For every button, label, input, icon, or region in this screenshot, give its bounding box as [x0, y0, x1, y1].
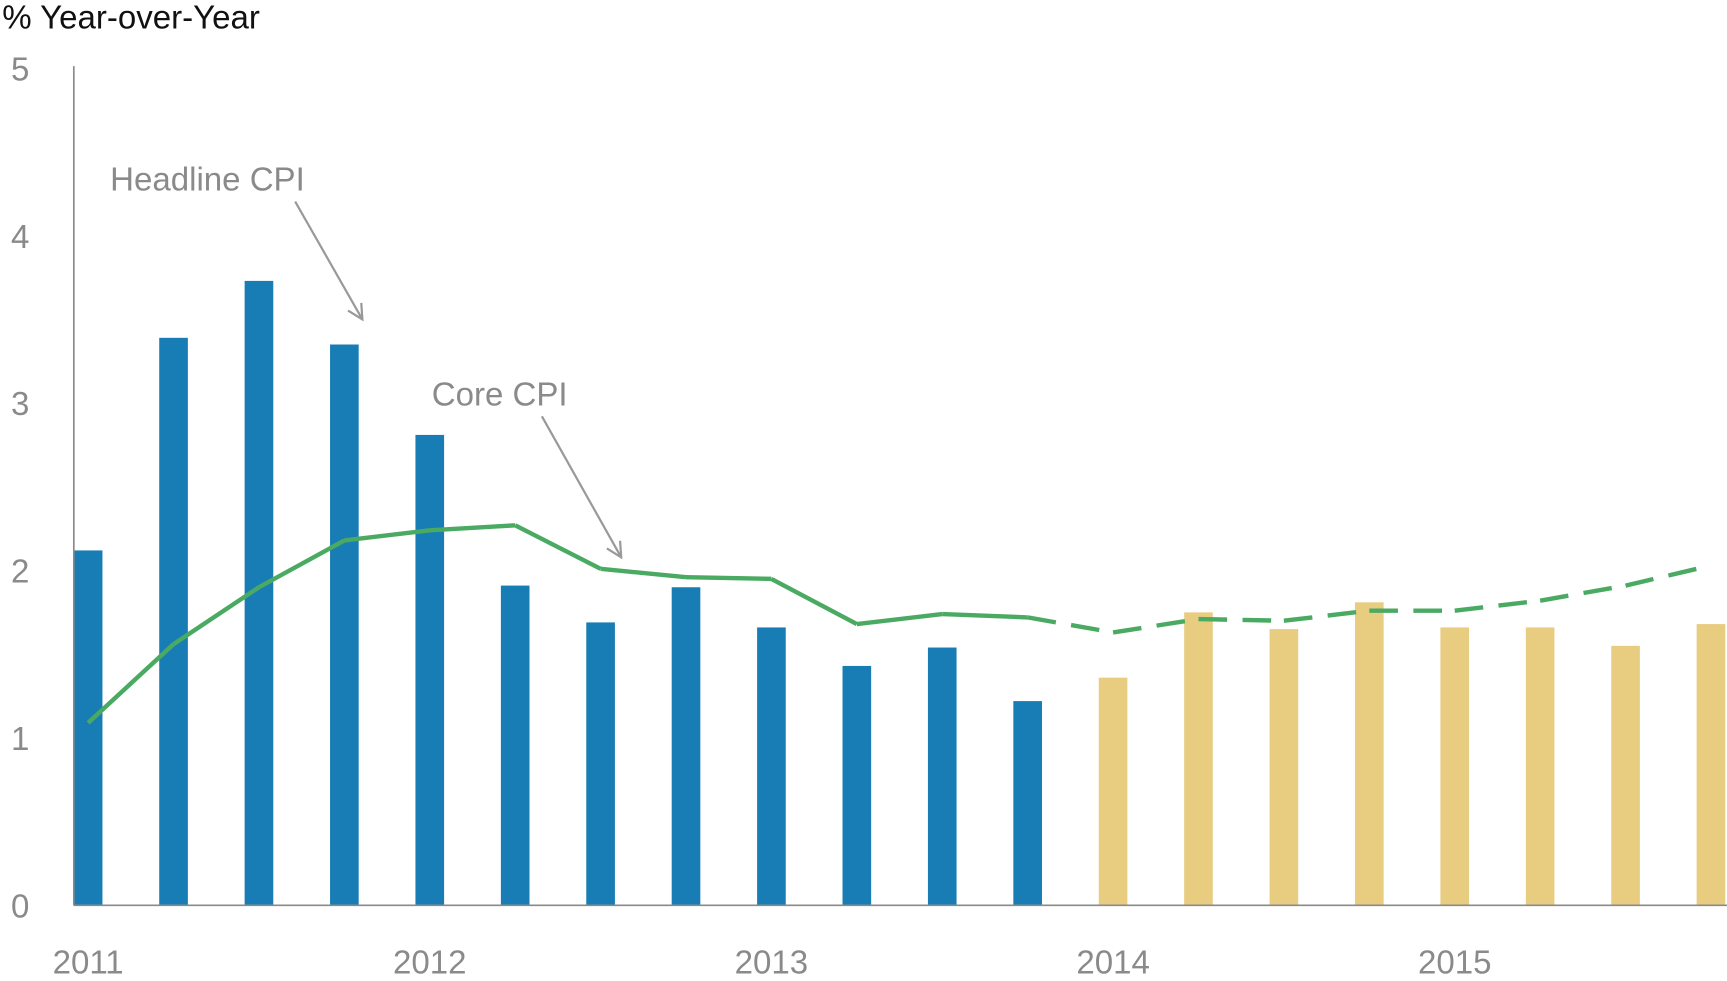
core-cpi-line — [1539, 583, 1626, 603]
y-tick-label: 2 — [11, 554, 29, 591]
core-cpi-line — [1454, 598, 1541, 613]
bar — [73, 550, 103, 906]
arrow-head — [606, 540, 623, 560]
y-tick-label: 4 — [11, 219, 29, 256]
y-tick-label: 3 — [11, 386, 29, 423]
bar — [1696, 624, 1726, 906]
x-tick-label: 2014 — [1076, 945, 1149, 981]
annotation: Headline CPI — [110, 162, 305, 199]
y-tick-label: 0 — [11, 888, 29, 925]
core-cpi-line — [1198, 616, 1284, 623]
core-cpi-line — [514, 523, 602, 571]
core-cpi-line — [770, 576, 858, 627]
bar — [1013, 701, 1042, 906]
core-cpi-line — [1625, 563, 1712, 588]
bar — [1098, 677, 1128, 906]
x-tick-label: 2012 — [393, 945, 466, 981]
bar — [1611, 645, 1640, 906]
core-cpi-line — [86, 642, 176, 725]
bar — [757, 627, 786, 906]
bar — [927, 647, 957, 906]
bar — [586, 622, 615, 906]
bar — [330, 344, 359, 906]
core-cpi-line — [1112, 616, 1199, 635]
core-cpi-line — [1027, 615, 1114, 635]
annotation: Core CPI — [432, 376, 568, 413]
x-tick-label: 2015 — [1418, 945, 1491, 981]
y-tick-label: 5 — [11, 51, 29, 88]
bar — [671, 587, 701, 906]
core-cpi-line — [856, 611, 943, 627]
core-cpi-line — [429, 523, 516, 533]
arrow-head — [347, 302, 364, 322]
bar — [159, 337, 188, 906]
bar — [415, 434, 445, 906]
y-tick-label: 1 — [11, 721, 29, 758]
bar — [1440, 627, 1470, 906]
x-tick-label: 2011 — [53, 945, 124, 981]
core-cpi-line — [172, 585, 261, 647]
arrow — [294, 201, 364, 320]
x-tick-label: 2013 — [735, 945, 808, 981]
core-cpi-line — [1283, 608, 1370, 623]
bar — [1269, 629, 1299, 906]
bar — [1525, 627, 1555, 906]
core-cpi-line — [942, 611, 1028, 620]
bar — [842, 665, 872, 906]
bar — [1354, 602, 1384, 906]
core-cpi-line — [257, 538, 346, 590]
y-axis-title: % Year-over-Year — [2, 0, 260, 37]
annotation-arrows — [294, 201, 623, 560]
core-cpi-line — [600, 566, 687, 580]
arrow — [540, 415, 623, 558]
core-cpi-line — [685, 575, 772, 582]
bar — [500, 585, 530, 906]
core-cpi-line — [344, 528, 431, 543]
bar — [1184, 612, 1213, 906]
